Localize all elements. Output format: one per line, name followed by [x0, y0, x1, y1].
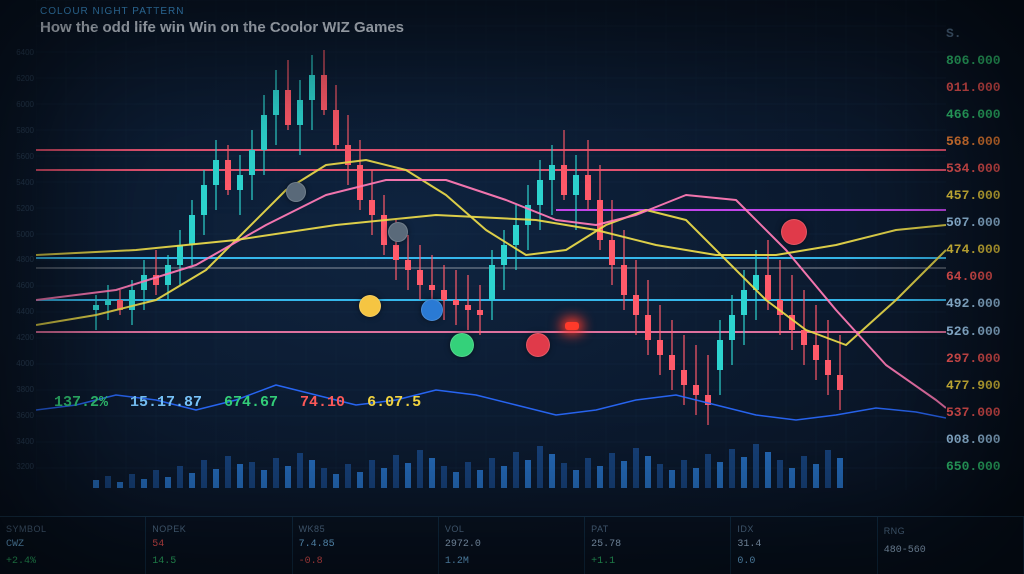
marker-dot[interactable]	[450, 333, 474, 357]
price-label: 297.000	[946, 351, 1018, 366]
price-label: 534.000	[946, 161, 1018, 176]
footer-column: RNG 480-560	[878, 517, 1024, 574]
footer-value: 31.4	[737, 539, 870, 550]
footer-header: IDX	[737, 524, 870, 534]
indicator-value: 74.10	[296, 392, 349, 413]
footer-column: PAT 25.78 +1.1	[585, 517, 731, 574]
left-tick: 4400	[2, 307, 34, 316]
left-tick: 4200	[2, 333, 34, 342]
left-tick: 5600	[2, 152, 34, 161]
footer-header: VOL	[445, 524, 578, 534]
footer-column: WK85 7.4.85 -0.8	[293, 517, 439, 574]
footer-column: NOPEK 54 14.5	[146, 517, 292, 574]
indicator-value: 137.2%	[50, 392, 112, 413]
price-label: 507.000	[946, 215, 1018, 230]
price-label: 568.000	[946, 134, 1018, 149]
footer-value: 0.0	[737, 556, 870, 567]
left-tick: 3200	[2, 462, 34, 471]
left-tick: 5800	[2, 126, 34, 135]
left-price-strip: 6400 6200 6000 5800 5600 5400 5200 5000 4800 4600…	[0, 0, 36, 490]
footer-header: RNG	[884, 526, 1017, 536]
footer-value: +1.1	[591, 556, 724, 567]
marker-dot[interactable]	[286, 182, 306, 202]
footer-value: 1.2M	[445, 556, 578, 567]
footer-header: SYMBOL	[6, 524, 139, 534]
price-label: 537.000	[946, 405, 1018, 420]
left-tick: 3400	[2, 437, 34, 446]
left-tick: 6400	[2, 48, 34, 57]
footer-value: 25.78	[591, 539, 724, 550]
footer-value: +2.4%	[6, 556, 139, 567]
price-label: 474.000	[946, 242, 1018, 257]
price-label: 526.000	[946, 324, 1018, 339]
indicator-row: 137.2% 15.17.87 674.67 74.10 6.07.5	[50, 392, 425, 413]
price-label: 64.000	[946, 269, 1018, 284]
price-label: 466.000	[946, 107, 1018, 122]
left-tick: 6000	[2, 100, 34, 109]
footer-value: 2972.0	[445, 539, 578, 550]
price-label: 011.000	[946, 80, 1018, 95]
left-tick: 4600	[2, 281, 34, 290]
candlestick-chart[interactable]	[36, 0, 946, 490]
left-tick: 3600	[2, 411, 34, 420]
footer-column: SYMBOL CWZ +2.4%	[0, 517, 146, 574]
footer-header: NOPEK	[152, 524, 285, 534]
left-tick: 4000	[2, 359, 34, 368]
footer-value: -0.8	[299, 556, 432, 567]
footer-value: 14.5	[152, 556, 285, 567]
price-label: 477.900	[946, 378, 1018, 393]
indicator-value: 6.07.5	[363, 392, 425, 413]
marker-dot[interactable]	[421, 299, 443, 321]
marker-glow	[565, 322, 579, 330]
footer-header: WK85	[299, 524, 432, 534]
left-tick: 3800	[2, 385, 34, 394]
price-label: 008.000	[946, 432, 1018, 447]
footer-header: PAT	[591, 524, 724, 534]
footer-column: VOL 2972.0 1.2M	[439, 517, 585, 574]
indicator-value: 15.17.87	[126, 392, 206, 413]
left-tick: 5000	[2, 230, 34, 239]
marker-dot[interactable]	[781, 219, 807, 245]
marker-dot[interactable]	[359, 295, 381, 317]
left-tick: 4800	[2, 255, 34, 264]
price-label: 806.000	[946, 53, 1018, 68]
footer-value: 54	[152, 539, 285, 550]
right-price-axis: S. 806.000 011.000 466.000 568.000 534.000 457…	[946, 0, 1024, 490]
price-label: S.	[946, 26, 1018, 41]
footer-value: 7.4.85	[299, 539, 432, 550]
price-label: 492.000	[946, 296, 1018, 311]
footer-column: IDX 31.4 0.0	[731, 517, 877, 574]
grid	[36, 0, 946, 490]
indicator-value: 674.67	[220, 392, 282, 413]
marker-dot[interactable]	[388, 222, 408, 242]
price-label: 457.000	[946, 188, 1018, 203]
marker-dot[interactable]	[526, 333, 550, 357]
left-tick: 5400	[2, 178, 34, 187]
footer-value: CWZ	[6, 539, 139, 550]
price-label: 650.000	[946, 459, 1018, 474]
left-tick: 6200	[2, 74, 34, 83]
footer-value: 480-560	[884, 545, 1017, 556]
left-tick: 5200	[2, 204, 34, 213]
footer-table: SYMBOL CWZ +2.4% NOPEK 54 14.5 WK85 7.4.85 -0.8 V…	[0, 516, 1024, 574]
